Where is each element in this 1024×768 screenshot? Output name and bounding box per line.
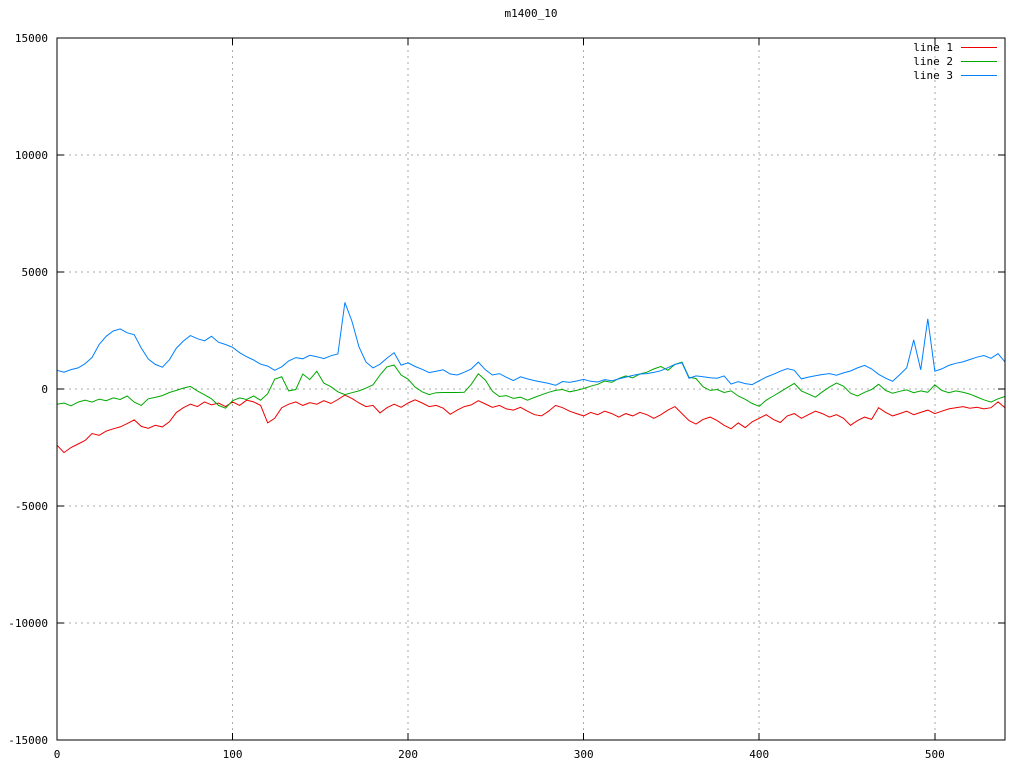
y-tick-label: 15000	[15, 32, 48, 45]
series-line-1	[56, 394, 1006, 454]
series-line-2	[56, 361, 1006, 409]
axis-tick-labels: 0 100 200 300 400 500 -15000 -10000 -5000 0 5000 10…	[8, 32, 944, 761]
legend-line3-sample-icon	[961, 75, 997, 76]
legend-row-line3: line 3	[913, 70, 997, 81]
legend-row-line1: line 1	[913, 42, 997, 53]
x-tick-label: 300	[574, 748, 594, 761]
data-series	[56, 302, 1006, 454]
y-tick-label: 0	[41, 383, 48, 396]
x-tick-label: 500	[925, 748, 945, 761]
legend: line 1 line 2 line 3	[913, 42, 997, 81]
legend-label-line3: line 3	[913, 69, 953, 82]
legend-label-line2: line 2	[913, 55, 953, 68]
series-line-3	[56, 302, 1006, 386]
y-tick-label: -10000	[8, 617, 48, 630]
y-tick-label: 5000	[22, 266, 49, 279]
x-tick-label: 100	[223, 748, 243, 761]
y-tick-label: -15000	[8, 734, 48, 747]
y-tick-label: -5000	[15, 500, 48, 513]
y-tick-label: 10000	[15, 149, 48, 162]
legend-line2-sample-icon	[961, 61, 997, 62]
x-tick-label: 0	[54, 748, 61, 761]
axis-ticks	[56, 37, 1005, 741]
grid-lines	[57, 38, 1005, 740]
legend-label-line1: line 1	[913, 41, 953, 54]
x-tick-label: 400	[749, 748, 769, 761]
legend-line1-sample-icon	[961, 47, 997, 48]
chart-title: m1400_10	[504, 7, 558, 20]
legend-row-line2: line 2	[913, 56, 997, 67]
x-tick-label: 200	[398, 748, 418, 761]
